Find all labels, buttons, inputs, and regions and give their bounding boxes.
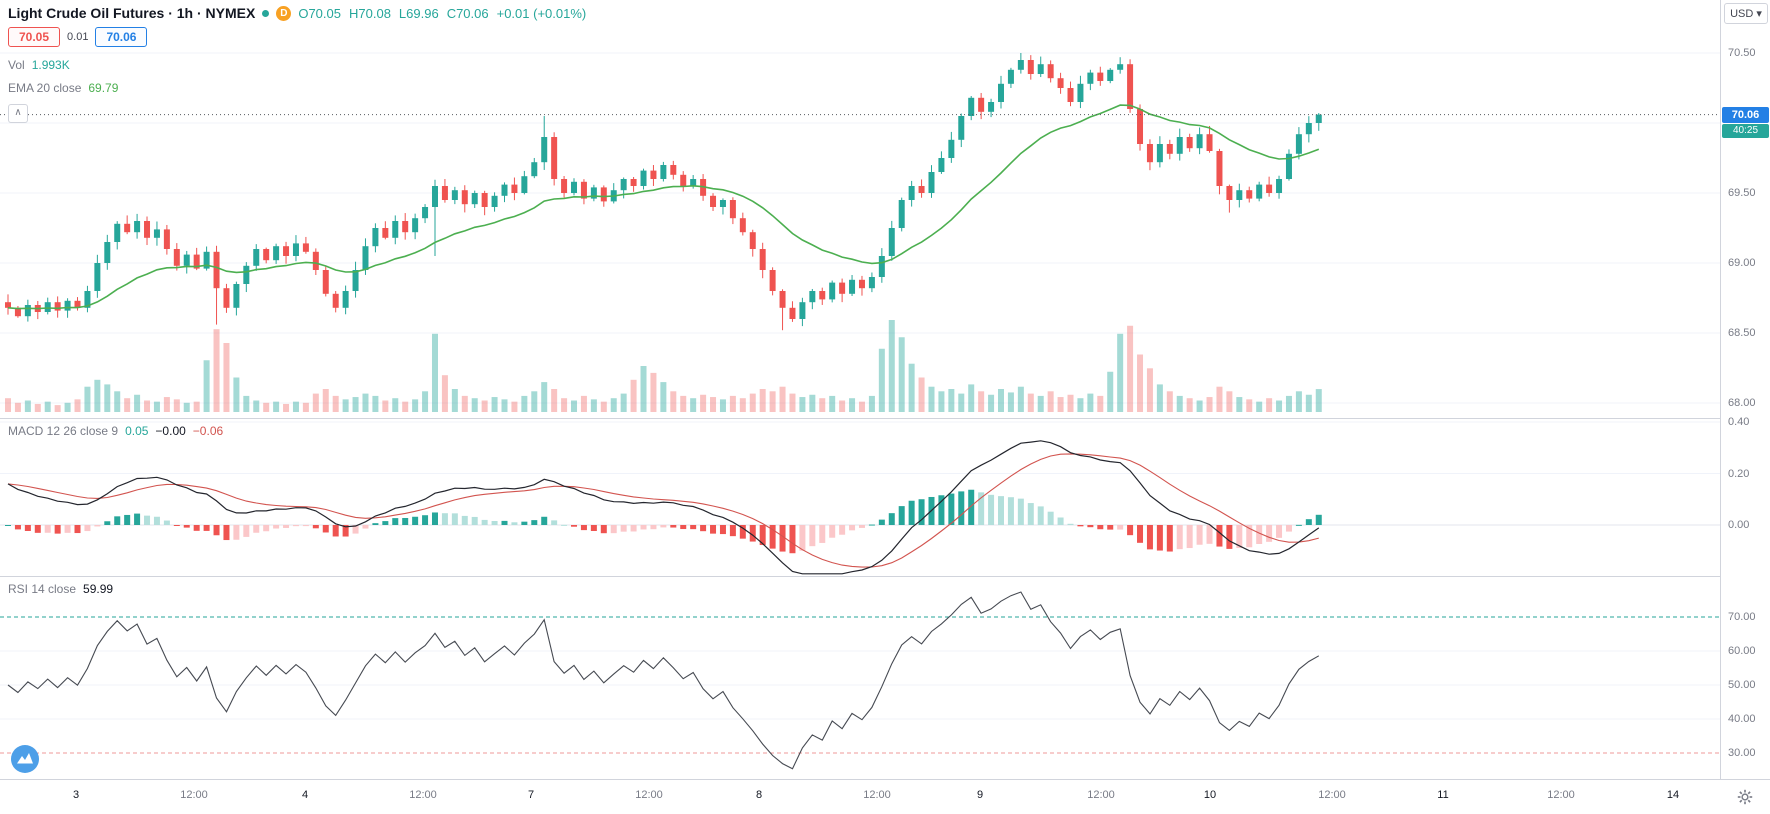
- last-price-label: 70.06: [1722, 106, 1769, 123]
- chevron-down-icon: ▾: [1756, 8, 1762, 20]
- change-value: +0.01 (+0.01%): [496, 5, 587, 21]
- delayed-data-badge[interactable]: D: [276, 5, 292, 21]
- price-axis-label: 68.50: [1728, 327, 1756, 339]
- pane-separator[interactable]: [0, 576, 1770, 577]
- time-tick-label: 12:00: [863, 789, 891, 801]
- collapse-legend-button[interactable]: ∧: [8, 104, 28, 123]
- price-axis-label: 50.00: [1728, 679, 1756, 691]
- price-axis-label: 0.40: [1728, 416, 1750, 429]
- macd-title[interactable]: MACD 12 26 close 9: [8, 424, 119, 438]
- macd-line-value: −0.00: [155, 424, 186, 438]
- macd-hist-value: 0.05: [125, 424, 149, 438]
- bar-countdown-label: 40:25: [1722, 123, 1769, 138]
- ohlc-values: O70.05 H70.08 L69.96 C70.06 +0.01 (+0.01…: [298, 6, 586, 21]
- price-axis-label: 30.00: [1728, 747, 1756, 759]
- pane-separator[interactable]: [0, 418, 1770, 419]
- candlesticks: [5, 53, 1322, 331]
- ema-value: 69.79: [88, 81, 119, 95]
- price-axis-label: 68.00: [1728, 397, 1756, 409]
- rsi-value: 59.99: [83, 582, 114, 596]
- price-axis-label: 60.00: [1728, 645, 1756, 657]
- volume-legend: Vol 1.993K: [8, 58, 70, 72]
- platform-logo[interactable]: [10, 744, 40, 779]
- time-tick-label: 12:00: [180, 789, 208, 801]
- settings-gear-icon[interactable]: [1736, 788, 1754, 806]
- price-axis-label: 0.00: [1728, 519, 1750, 531]
- price-axis-label: 40.00: [1728, 713, 1756, 725]
- low-value: L69.96: [398, 5, 439, 21]
- time-tick-label: 4: [301, 789, 309, 801]
- time-tick-label: 3: [72, 789, 80, 801]
- currency-label: USD: [1730, 7, 1754, 20]
- rsi-legend: RSI 14 close 59.99: [8, 582, 113, 596]
- volume-label[interactable]: Vol: [8, 58, 25, 72]
- time-tick-label: 12:00: [1547, 789, 1575, 801]
- time-tick-label: 12:00: [1318, 789, 1346, 801]
- time-tick-label: 7: [527, 789, 535, 801]
- time-tick-label: 10: [1203, 789, 1217, 801]
- macd-legend: MACD 12 26 close 9 0.05 −0.00 −0.06: [8, 424, 223, 438]
- chart-plot[interactable]: [0, 0, 1720, 779]
- rsi-pane: [7, 591, 1320, 770]
- currency-dropdown[interactable]: USD ▾: [1724, 3, 1768, 24]
- price-axis-label: 69.00: [1728, 257, 1756, 269]
- symbol-title[interactable]: Light Crude Oil Futures · 1h · NYMEX: [8, 5, 256, 21]
- price-axis-label: 0.20: [1728, 467, 1750, 480]
- ema-legend: EMA 20 close 69.79: [8, 81, 118, 95]
- price-axis[interactable]: USD ▾ 70.50 69.50 69.00 68.50 68.00 0.40 0.20 0…: [1720, 0, 1770, 779]
- price-axis-label: 70.50: [1728, 47, 1756, 59]
- buy-button[interactable]: 70.06: [95, 27, 148, 47]
- chevron-up-icon: ∧: [14, 107, 22, 118]
- macd-signal-value: −0.06: [192, 424, 224, 438]
- volume-value: 1.993K: [31, 58, 70, 72]
- time-tick-label: 8: [755, 789, 763, 801]
- volume-bars: [5, 320, 1322, 412]
- open-value: O70.05: [298, 5, 341, 21]
- macd-pane: [5, 440, 1322, 575]
- time-tick-label: 12:00: [635, 789, 663, 801]
- time-tick-label: 14: [1666, 789, 1680, 801]
- quote-row: 70.05 0.01 70.06: [8, 27, 148, 47]
- time-tick-label: 11: [1437, 789, 1449, 801]
- rsi-title[interactable]: RSI 14 close: [8, 582, 77, 596]
- spread-value: 0.01: [67, 31, 89, 43]
- close-value: C70.06: [446, 5, 489, 21]
- time-tick-label: 9: [976, 789, 984, 801]
- time-axis[interactable]: 3 12:00 4 12:00 7 12:00 8 12:00 9 12:00 10 12:00 11 1…: [0, 779, 1770, 814]
- market-open-dot-icon: [262, 9, 270, 17]
- price-axis-label: 69.50: [1728, 187, 1756, 199]
- sell-button[interactable]: 70.05: [8, 27, 61, 47]
- symbol-legend: Light Crude Oil Futures · 1h · NYMEX D O…: [8, 5, 586, 21]
- time-tick-label: 12:00: [1087, 789, 1115, 801]
- high-value: H70.08: [349, 5, 391, 21]
- ema-line: [7, 104, 1320, 310]
- ema-label[interactable]: EMA 20 close: [8, 81, 82, 95]
- price-axis-label: 70.00: [1728, 611, 1756, 623]
- time-tick-label: 12:00: [409, 789, 437, 801]
